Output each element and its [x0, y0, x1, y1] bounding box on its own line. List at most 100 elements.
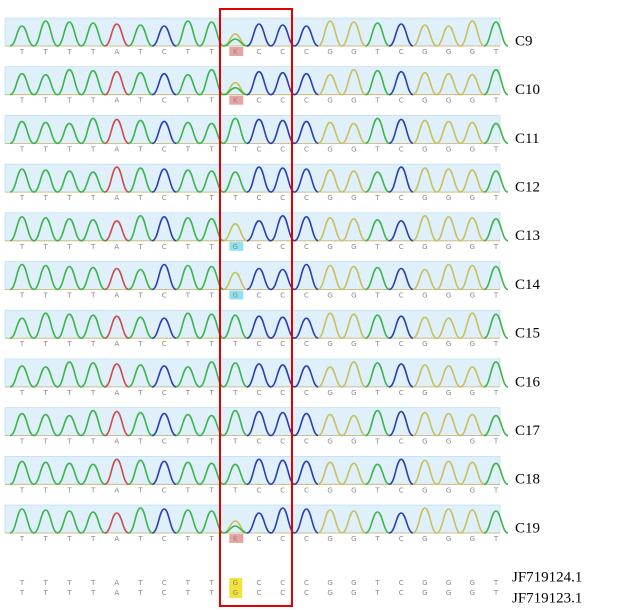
base-call: C	[162, 292, 167, 300]
base-call: T	[137, 438, 143, 446]
base-call: T	[66, 438, 72, 446]
base-call: T	[185, 535, 191, 543]
base-call: T	[374, 145, 380, 153]
base-call: T	[43, 438, 49, 446]
base-call: T	[374, 389, 380, 397]
base-call: C	[162, 438, 167, 446]
base-call: G	[446, 145, 451, 153]
base-call: T	[137, 486, 143, 494]
base-call: T	[374, 292, 380, 300]
base-call: T	[208, 194, 214, 202]
base-call: C	[399, 292, 404, 300]
base-call: T	[43, 48, 49, 56]
sample-label: C11	[515, 131, 539, 147]
base-call: T	[137, 194, 143, 202]
base-call: T	[208, 535, 214, 543]
base-call: T	[493, 292, 499, 300]
base-call: C	[399, 486, 404, 494]
base-call: C	[304, 48, 309, 56]
base-call: G	[327, 389, 332, 397]
base-call: C	[280, 340, 285, 348]
base-call: T	[208, 438, 214, 446]
base-call: T	[19, 48, 25, 56]
base-call: C	[162, 194, 167, 202]
reference-base: T	[19, 579, 25, 587]
base-call: C	[399, 243, 404, 251]
base-call: T	[374, 97, 380, 105]
base-call: T	[208, 292, 214, 300]
base-call: T	[43, 486, 49, 494]
base-call: C	[304, 145, 309, 153]
base-call: G	[351, 535, 356, 543]
reference-base: G	[351, 589, 356, 597]
reference-base: T	[66, 579, 72, 587]
reference-base: C	[257, 579, 262, 587]
base-call: T	[66, 535, 72, 543]
base-call: C	[304, 389, 309, 397]
base-call: C	[304, 292, 309, 300]
base-call: T	[19, 145, 25, 153]
base-call: T	[19, 389, 25, 397]
base-call: T	[374, 438, 380, 446]
reference-base: T	[90, 579, 96, 587]
base-call: T	[66, 389, 72, 397]
base-call: T	[185, 97, 191, 105]
base-call: C	[257, 486, 262, 494]
reference-base: C	[162, 579, 167, 587]
base-call: T	[90, 486, 96, 494]
sample-label: C15	[515, 326, 540, 342]
sample-label: C18	[515, 472, 540, 488]
base-call: T	[137, 389, 143, 397]
base-call: T	[374, 48, 380, 56]
base-call: G	[327, 194, 332, 202]
sample-label: C16	[515, 374, 541, 390]
reference-base: T	[493, 579, 499, 587]
base-call: G	[422, 535, 427, 543]
base-call: T	[208, 145, 214, 153]
reference-base: T	[137, 589, 143, 597]
base-call: G	[351, 243, 356, 251]
reference-base: G	[327, 589, 332, 597]
reference-base: C	[399, 579, 404, 587]
reference-base: C	[304, 589, 309, 597]
base-call: T	[43, 535, 49, 543]
base-call: G	[351, 194, 356, 202]
base-call: G	[351, 340, 356, 348]
base-call: G	[327, 48, 332, 56]
reference-base: T	[43, 589, 49, 597]
base-call: C	[399, 389, 404, 397]
base-call: K	[233, 48, 238, 56]
base-call: A	[114, 292, 119, 300]
base-call: T	[137, 243, 143, 251]
base-call: T	[185, 389, 191, 397]
reference-base: T	[19, 589, 25, 597]
base-call: T	[19, 486, 25, 494]
base-call: C	[280, 486, 285, 494]
base-call: C	[257, 48, 262, 56]
base-call: T	[493, 340, 499, 348]
reference-base: C	[399, 589, 404, 597]
base-call: C	[304, 243, 309, 251]
base-call: T	[43, 340, 49, 348]
base-call: G	[446, 438, 451, 446]
base-call: C	[304, 535, 309, 543]
base-call: C	[399, 145, 404, 153]
base-call: T	[66, 97, 72, 105]
base-call: T	[493, 535, 499, 543]
base-call: T	[185, 486, 191, 494]
reference-base: G	[470, 589, 475, 597]
base-call: T	[137, 97, 143, 105]
trace-background	[5, 359, 500, 387]
base-call: A	[114, 243, 119, 251]
sample-label: C9	[515, 33, 533, 49]
base-call: G	[351, 486, 356, 494]
base-call: T	[232, 194, 238, 202]
base-call: T	[208, 340, 214, 348]
reference-base: G	[233, 579, 238, 587]
reference-base: G	[422, 589, 427, 597]
base-call: C	[162, 145, 167, 153]
base-call: G	[422, 438, 427, 446]
base-call: T	[19, 243, 25, 251]
reference-base: T	[374, 579, 380, 587]
base-call: C	[162, 389, 167, 397]
